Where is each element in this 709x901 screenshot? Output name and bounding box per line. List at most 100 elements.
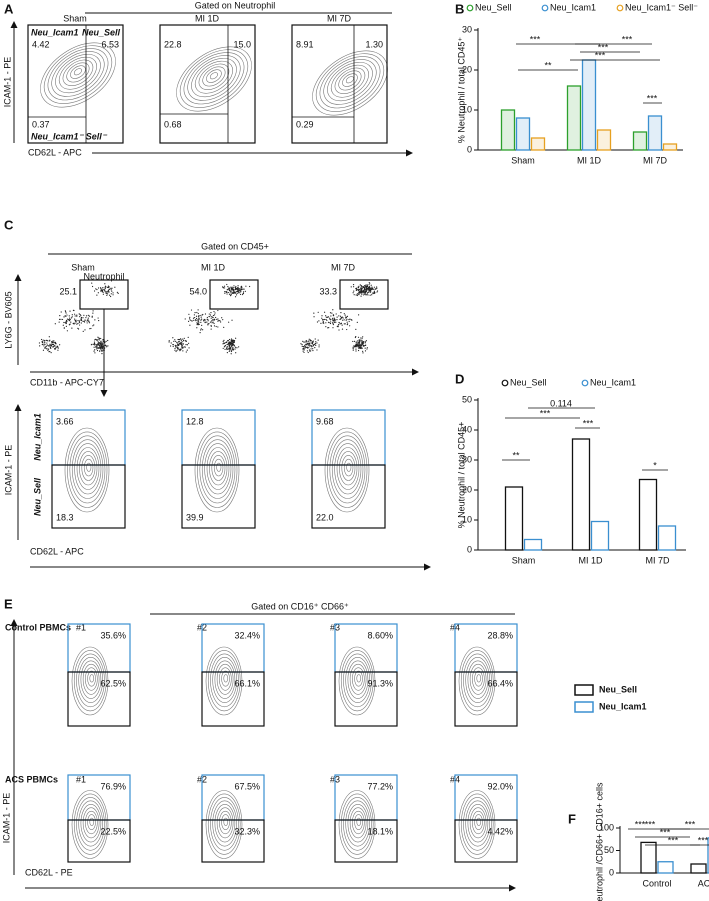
event-dot <box>100 349 102 351</box>
event-dot <box>343 323 345 325</box>
event-dot <box>353 340 356 342</box>
event-dot <box>88 320 90 322</box>
event-dot <box>182 350 184 352</box>
event-dot <box>302 345 305 348</box>
contour <box>210 653 239 708</box>
event-dot <box>77 322 79 325</box>
event-dot <box>98 319 100 322</box>
event-dot <box>48 340 50 342</box>
event-dot <box>358 285 360 287</box>
event-dot <box>46 344 48 346</box>
contour <box>465 657 490 703</box>
legend-label: Neu_Icam1⁻ Sell⁻ <box>625 2 698 12</box>
event-dot <box>303 349 305 351</box>
event-dot <box>360 295 362 297</box>
significance-label: *** <box>540 408 551 418</box>
event-dot <box>97 341 99 343</box>
bar <box>657 861 674 874</box>
legend-label: Neu_Sell <box>599 684 637 694</box>
gate-label: Neu_Icam1 <box>31 27 79 37</box>
event-dot <box>91 343 93 345</box>
contour <box>71 646 109 716</box>
event-dot <box>346 315 349 317</box>
event-dot <box>301 345 303 347</box>
event-dot <box>228 338 231 341</box>
event-dot <box>59 344 61 346</box>
contour <box>463 653 492 708</box>
event-dot <box>107 286 110 289</box>
event-dot <box>346 328 348 331</box>
event-dot <box>373 286 375 288</box>
event-dot <box>360 286 362 288</box>
event-dot <box>54 323 56 325</box>
contour <box>78 657 103 703</box>
event-dot <box>236 347 238 349</box>
gate-value: 25.1 <box>59 286 77 296</box>
event-dot <box>223 342 226 345</box>
y-axis-title: ICAM-1 - PE <box>2 57 12 108</box>
event-dot <box>232 291 234 293</box>
event-dot <box>321 317 323 319</box>
event-dot <box>45 348 48 350</box>
event-dot <box>197 319 199 321</box>
legend-label: Neu_Sell <box>475 2 512 12</box>
event-dot <box>366 293 368 295</box>
event-dot <box>79 319 81 322</box>
event-dot <box>329 318 331 320</box>
event-dot <box>314 347 316 349</box>
event-dot <box>175 345 177 347</box>
event-dot <box>187 342 190 344</box>
contour <box>221 670 230 687</box>
event-dot <box>93 341 96 343</box>
event-dot <box>111 287 113 289</box>
event-dot <box>217 320 219 322</box>
event-dot <box>329 317 331 319</box>
event-dot <box>356 340 359 342</box>
event-dot <box>358 347 360 349</box>
event-dot <box>195 315 198 317</box>
event-dot <box>333 317 335 319</box>
contour <box>345 76 354 84</box>
event-dot <box>75 321 77 323</box>
event-dot <box>352 284 355 286</box>
contour <box>55 53 101 94</box>
significance-label: *** <box>647 93 658 103</box>
gate-value: 54.0 <box>189 286 207 296</box>
event-dot <box>321 315 323 317</box>
event-dot <box>329 312 332 314</box>
event-dot <box>340 316 343 319</box>
contour <box>209 451 228 486</box>
contour <box>70 65 86 79</box>
event-dot <box>334 321 336 323</box>
x-tick-label: MI 1D <box>578 555 603 565</box>
event-dot <box>326 319 328 322</box>
event-dot <box>195 317 198 320</box>
event-dot <box>97 292 99 294</box>
event-dot <box>361 293 363 295</box>
event-dot <box>178 348 180 351</box>
event-dot <box>63 316 65 318</box>
event-dot <box>228 347 230 349</box>
event-dot <box>200 328 202 330</box>
event-dot <box>177 347 180 349</box>
event-dot <box>57 347 59 349</box>
event-dot <box>41 340 43 343</box>
event-dot <box>174 339 176 341</box>
y-tick-label: 20 <box>462 484 472 494</box>
event-dot <box>367 291 369 293</box>
event-dot <box>339 315 342 317</box>
contour <box>86 462 92 472</box>
event-dot <box>187 320 190 322</box>
event-dot <box>82 320 84 322</box>
event-dot <box>180 348 182 350</box>
event-dot <box>59 315 61 317</box>
y-tick-label: 30 <box>462 24 472 34</box>
event-dot <box>97 336 99 338</box>
event-dot <box>314 338 316 340</box>
event-dot <box>358 340 360 342</box>
event-dot <box>352 292 354 294</box>
event-dot <box>363 286 365 288</box>
event-dot <box>196 311 198 314</box>
contour <box>207 793 241 855</box>
gate <box>67 671 131 727</box>
